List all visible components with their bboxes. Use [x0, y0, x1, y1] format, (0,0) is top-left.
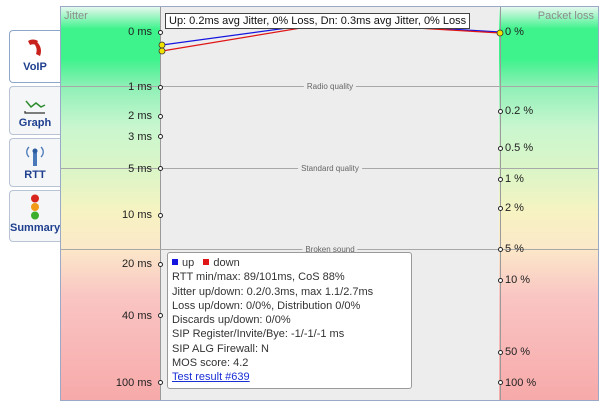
tab-voip[interactable]: VoIP	[9, 30, 60, 83]
tab-graph-label: Graph	[18, 117, 52, 129]
info-jitter: Jitter up/down: 0.2/0.3ms, max 1.1/2.7ms	[172, 285, 374, 298]
info-loss: Loss up/down: 0/0%, Distribution 0/0%	[172, 299, 361, 312]
info-sip: SIP Register/Invite/Bye: -1/-1/-1 ms	[172, 328, 345, 341]
loss-tick: 50 %	[505, 346, 531, 358]
radio-quality-label: Radio quality	[303, 82, 357, 91]
loss-tick: 10 %	[505, 274, 531, 286]
antenna-icon	[26, 146, 44, 166]
tab-graph[interactable]: Graph	[9, 86, 60, 135]
up-start-point	[158, 41, 166, 49]
loss-tick-dot	[498, 278, 503, 283]
series-summary-legend: Up: 0.2ms avg Jitter, 0% Loss, Dn: 0.3ms…	[165, 13, 471, 29]
jitter-tick-dot	[158, 380, 163, 385]
loss-tick-dot	[498, 350, 503, 355]
loss-tick: 0.5 %	[505, 142, 534, 154]
jitter-tick: 5 ms	[128, 163, 152, 175]
tab-voip-label: VoIP	[23, 61, 47, 73]
voip-chart: Jitter Packet loss Radio quality Standar…	[60, 6, 599, 401]
down-legend-label: down	[213, 257, 240, 269]
loss-tick-dot	[498, 380, 503, 385]
up-swatch	[172, 259, 178, 265]
loss-tick: 5 %	[505, 243, 524, 255]
jitter-tick: 2 ms	[128, 110, 152, 122]
loss-tick-dot	[498, 109, 503, 114]
loss-tick: 100 %	[505, 377, 537, 389]
jitter-tick: 3 ms	[128, 131, 152, 143]
traffic-light-icon	[31, 194, 39, 220]
test-info-panel: up down RTT min/max: 89/101ms, CoS 88% J…	[167, 252, 412, 389]
down-start-point	[158, 47, 166, 55]
right-axis-line	[500, 7, 501, 400]
loss-color-band	[499, 7, 598, 400]
info-mos: MOS score: 4.2	[172, 357, 249, 370]
jitter-tick: 20 ms	[122, 258, 152, 270]
info-alg: SIP ALG Firewall: N	[172, 342, 269, 355]
tab-summary-label: Summary	[10, 222, 61, 234]
jitter-tick: 1 ms	[128, 81, 152, 93]
jitter-tick: 40 ms	[122, 310, 152, 322]
graph-icon	[24, 100, 46, 114]
loss-tick: 0 %	[505, 26, 524, 38]
info-legend: up down	[172, 256, 407, 270]
jitter-tick-dot	[158, 30, 163, 35]
jitter-color-band	[61, 7, 160, 400]
loss-tick-dot	[498, 206, 503, 211]
packet-loss-header: Packet loss	[537, 10, 594, 22]
tab-rtt[interactable]: RTT	[9, 138, 60, 187]
down-swatch	[203, 259, 210, 265]
info-rtt: RTT min/max: 89/101ms, CoS 88%	[172, 271, 345, 284]
jitter-tick-dot	[158, 213, 163, 218]
phone-icon	[28, 39, 41, 56]
jitter-header: Jitter	[64, 10, 88, 22]
standard-quality-label: Standard quality	[298, 164, 362, 173]
jitter-tick-dot	[158, 85, 163, 90]
end-point	[496, 29, 504, 37]
left-axis-line	[160, 7, 161, 400]
broken-sound-label: Broken sound	[302, 245, 358, 254]
test-result-link[interactable]: Test result #639	[172, 371, 250, 384]
loss-tick: 0.2 %	[505, 105, 534, 117]
jitter-tick: 100 ms	[115, 377, 152, 389]
jitter-tick-dot	[158, 114, 163, 119]
jitter-tick-dot	[158, 313, 163, 318]
jitter-tick-dot	[158, 134, 163, 139]
jitter-tick: 0 ms	[128, 26, 152, 38]
info-discards: Discards up/down: 0/0%	[172, 314, 291, 327]
jitter-tick: 10 ms	[122, 209, 152, 221]
loss-tick: 2 %	[505, 202, 524, 214]
jitter-tick-dot	[158, 166, 163, 171]
tab-summary[interactable]: Summary	[9, 190, 60, 242]
loss-tick-dot	[498, 247, 503, 252]
tab-rtt-label: RTT	[24, 169, 46, 181]
up-legend-label: up	[182, 257, 195, 269]
loss-tick-dot	[498, 146, 503, 151]
loss-tick: 1 %	[505, 173, 524, 185]
loss-tick-dot	[498, 177, 503, 182]
jitter-tick-dot	[158, 262, 163, 267]
